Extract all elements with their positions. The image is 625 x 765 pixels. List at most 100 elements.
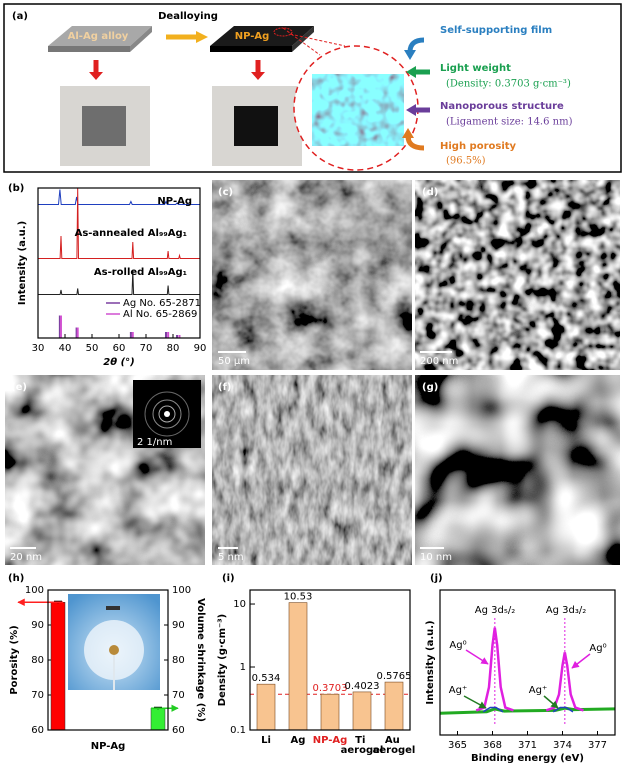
x-tick-label: 50: [86, 343, 99, 354]
xrd-curve: [38, 189, 200, 205]
peak-annotation: Ag⁰: [449, 640, 466, 651]
y2-tick-label: 90: [172, 620, 185, 631]
peak-annotation: Ag⁺: [529, 685, 547, 696]
axis-label: Volume shrinkage (%): [195, 598, 206, 722]
x-tick-label: 374: [553, 740, 572, 751]
axis-label: Intensity (a.u.): [17, 221, 28, 305]
panel-label: (c): [218, 187, 233, 198]
scale-label: 2 1/nm: [137, 437, 172, 448]
x-tick-label: Au aerogel: [373, 735, 416, 756]
x-tick-label: 40: [59, 343, 72, 354]
x-tick-label: 30: [32, 343, 45, 354]
scale-label: 50 µm: [218, 356, 250, 367]
feature-detail: (Density: 0.3703 g·cm⁻³): [446, 79, 571, 90]
y-tick-label: 90: [31, 620, 44, 631]
process-label: Dealloying: [158, 11, 218, 22]
axes-frame: [47, 589, 169, 731]
bar: [352, 691, 372, 731]
diffraction-ring: [144, 391, 190, 437]
zoom-line: [282, 27, 321, 56]
annotation-arrow: [463, 695, 487, 709]
y-tick-label: 70: [31, 690, 44, 701]
micrographs: (c) 50 µm (d) 200 nm (e) 2 1/nm 20 nm (f…: [5, 180, 620, 565]
feature-title: Self-supporting film: [440, 25, 552, 36]
np-ag-film: [106, 606, 120, 610]
legend-label: Al No. 65-2869: [123, 309, 197, 320]
axis-label: Intensity (a.u.): [425, 620, 436, 704]
xrd-curve: [38, 270, 200, 295]
x-tick-label: Ti aerogel: [341, 735, 384, 756]
xrd-curves: [38, 187, 200, 295]
x-tick-label: Ag: [291, 735, 306, 746]
x-tick-label: 371: [518, 740, 537, 751]
y-tick-label: 10: [233, 599, 246, 610]
y2-tick-label: 80: [172, 655, 185, 666]
bar: [150, 708, 166, 731]
feature-detail: (96.5%): [446, 156, 486, 167]
panel-label: (f): [218, 382, 232, 393]
value-label: 0.3703: [313, 683, 348, 694]
curve-label: As-annealed Al₉₉Ag₁: [75, 228, 187, 239]
feature-arrow-head: [404, 50, 416, 60]
alloy-label: Al-Ag alloy: [68, 31, 129, 42]
bar: [50, 602, 66, 731]
feature-arrow-head: [406, 66, 416, 78]
feature-title: Nanoporous structure: [440, 101, 564, 112]
peak-annotation: Ag⁰: [589, 643, 606, 654]
feature-detail: (Ligament size: 14.6 nm): [446, 117, 573, 128]
bar: [320, 693, 340, 731]
alloy-slab-side: [48, 46, 130, 52]
down-arrow-head: [251, 72, 265, 80]
alloy-sample: [82, 106, 126, 146]
product-label: NP-Ag: [235, 31, 270, 42]
down-arrow-head: [89, 72, 103, 80]
axis-label: Porosity (%): [9, 625, 20, 694]
x-tick-label: 368: [483, 740, 502, 751]
axis-label: Density (g·cm⁻³): [217, 614, 228, 706]
feature-title: High porosity: [440, 141, 517, 152]
scale-label: 10 nm: [420, 552, 452, 563]
dandelion-center: [109, 645, 119, 655]
porous-block: [312, 74, 404, 146]
legend-label: Ag No. 65-2871: [123, 298, 201, 309]
annotation-arrow: [571, 653, 591, 669]
zoom-line: [289, 33, 346, 47]
diffraction-ring: [152, 399, 182, 429]
y-tick-label: 1: [240, 662, 246, 673]
x-axis-label: Binding energy (eV): [471, 753, 584, 764]
bar: [256, 683, 276, 731]
panel-label: (h): [8, 573, 24, 584]
panel-label: (b): [8, 183, 24, 194]
np-slab-side: [210, 46, 292, 52]
feature-title: Light weight: [440, 63, 511, 74]
panel-label: (j): [430, 573, 443, 584]
panel-a: (a) Al-Ag alloy Dealloying NP-Ag Self-su…: [3, 3, 622, 173]
y2-tick-label: 70: [172, 690, 185, 701]
scale-label: 5 nm: [218, 552, 244, 563]
axes-frame: [249, 589, 411, 731]
x-axis-label: 2θ (°): [103, 357, 134, 368]
value-label: 0.5765: [377, 671, 412, 682]
xrd-curve: [38, 187, 200, 259]
peak-annotation: Ag⁺: [449, 685, 467, 696]
y-tick-label: 0.1: [230, 725, 246, 736]
panel-label: (d): [422, 187, 438, 198]
x-tick-label: NP-Ag: [91, 741, 126, 752]
x-tick-label: 60: [113, 343, 126, 354]
diffraction-center: [164, 411, 170, 417]
stem-image: [415, 375, 620, 565]
feature-arrow-head: [406, 104, 416, 116]
np-sample: [234, 106, 278, 146]
xps-curve: [475, 627, 584, 712]
peak-annotation: Ag 3d₅/₂: [475, 605, 515, 616]
xps-curve: [439, 706, 616, 715]
alloy-slab: [48, 26, 152, 46]
y2-tick-label: 100: [172, 585, 191, 596]
sem-image: [212, 180, 412, 370]
bar: [288, 602, 308, 731]
process-arrow-head: [196, 31, 208, 43]
value-label: 0.4023: [345, 681, 380, 692]
alloy-slab-edge: [130, 26, 152, 52]
annotation-arrow: [543, 695, 559, 709]
